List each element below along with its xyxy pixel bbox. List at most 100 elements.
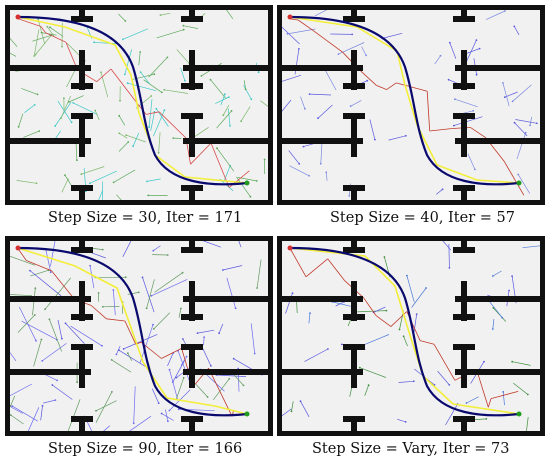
accent-edge xyxy=(158,111,187,139)
tree-node xyxy=(465,402,468,404)
map-panel-3 xyxy=(5,236,273,436)
wall xyxy=(453,16,475,22)
tree-node xyxy=(237,367,240,370)
accent-edge xyxy=(91,305,107,320)
tree-edge xyxy=(81,166,105,175)
accent-edge xyxy=(124,320,137,345)
tree-node xyxy=(9,404,12,407)
tree-node xyxy=(118,132,121,135)
accent-edge xyxy=(363,297,377,316)
tree-edge xyxy=(398,380,414,383)
wall xyxy=(282,369,352,375)
wall xyxy=(10,65,80,71)
accent-edge xyxy=(426,91,431,132)
wall xyxy=(467,65,540,71)
tree-node xyxy=(146,180,148,183)
tree-node xyxy=(177,408,180,411)
tree-node xyxy=(17,126,20,128)
tree-node xyxy=(132,422,135,425)
tree-node xyxy=(524,131,527,134)
tree-edge xyxy=(133,386,136,424)
tree-node xyxy=(141,276,144,279)
tree-node xyxy=(125,134,127,137)
wall xyxy=(343,113,365,119)
tree-node xyxy=(54,125,57,127)
tree-node xyxy=(168,368,171,371)
accent-edge xyxy=(18,249,27,261)
tree-node xyxy=(49,26,51,29)
wall xyxy=(10,369,80,375)
tree-node xyxy=(366,79,369,82)
tree-node xyxy=(304,108,306,110)
tree-edge xyxy=(513,26,520,36)
tree-edge xyxy=(30,269,49,277)
wall xyxy=(71,247,93,253)
rrt-accent-branch xyxy=(18,18,250,188)
wall xyxy=(5,5,10,205)
tree-node xyxy=(88,182,91,185)
tree-edge xyxy=(164,89,189,94)
tree-node xyxy=(223,93,226,96)
tree-node xyxy=(61,45,63,48)
raw-path xyxy=(17,16,248,184)
wall xyxy=(351,65,363,71)
tree-node xyxy=(302,145,305,148)
tree-edge xyxy=(122,238,133,257)
tree-node xyxy=(365,54,367,57)
tree-edge xyxy=(513,382,529,395)
tree-edge xyxy=(232,373,244,386)
tree-edge xyxy=(140,71,150,85)
tree-edge xyxy=(32,34,52,42)
wall xyxy=(79,369,91,375)
wall xyxy=(351,416,357,431)
accent-edge xyxy=(40,26,46,34)
tree-node xyxy=(76,381,78,384)
tree-edge xyxy=(153,245,161,251)
tree-edge xyxy=(154,272,183,293)
smoothed-path xyxy=(17,246,248,417)
tree-node xyxy=(511,275,513,277)
wall xyxy=(189,348,195,388)
tree-node xyxy=(124,276,127,279)
tree-edge xyxy=(142,277,155,313)
tree-node xyxy=(145,307,148,310)
tree-node xyxy=(412,380,415,383)
accent-edge xyxy=(361,71,377,86)
tree-edge xyxy=(317,104,333,119)
tree-edge xyxy=(250,323,256,354)
tree-node xyxy=(101,248,104,251)
map-2 xyxy=(277,5,545,205)
tree-node xyxy=(168,409,171,412)
tree-edge xyxy=(466,48,480,54)
wall xyxy=(282,65,352,71)
tree-node xyxy=(163,88,166,91)
tree-node xyxy=(11,405,14,407)
tree-node xyxy=(206,396,209,398)
tree-node xyxy=(36,93,39,96)
tree-node xyxy=(249,195,252,198)
tree-edge xyxy=(41,343,67,362)
tree-node xyxy=(253,352,256,355)
tree-edge xyxy=(60,95,71,119)
wall xyxy=(79,296,91,302)
wall xyxy=(79,185,85,200)
tree-edge xyxy=(118,141,129,152)
wall xyxy=(455,65,467,71)
tree-node xyxy=(94,109,97,112)
tree-edge xyxy=(146,279,155,309)
tree-edge xyxy=(504,91,518,98)
tree-edge xyxy=(50,236,57,267)
tree-edge xyxy=(16,180,37,184)
tree-node xyxy=(406,274,408,277)
tree-edge xyxy=(111,359,132,373)
accent-edge xyxy=(375,315,392,327)
start-point xyxy=(287,14,293,20)
wall xyxy=(282,138,352,144)
wall xyxy=(181,344,203,350)
wall xyxy=(79,117,85,157)
tree-node xyxy=(216,147,218,150)
tree-edge xyxy=(24,104,35,113)
wall xyxy=(467,138,540,144)
tree-edge xyxy=(363,334,390,346)
tree-node xyxy=(150,95,153,97)
